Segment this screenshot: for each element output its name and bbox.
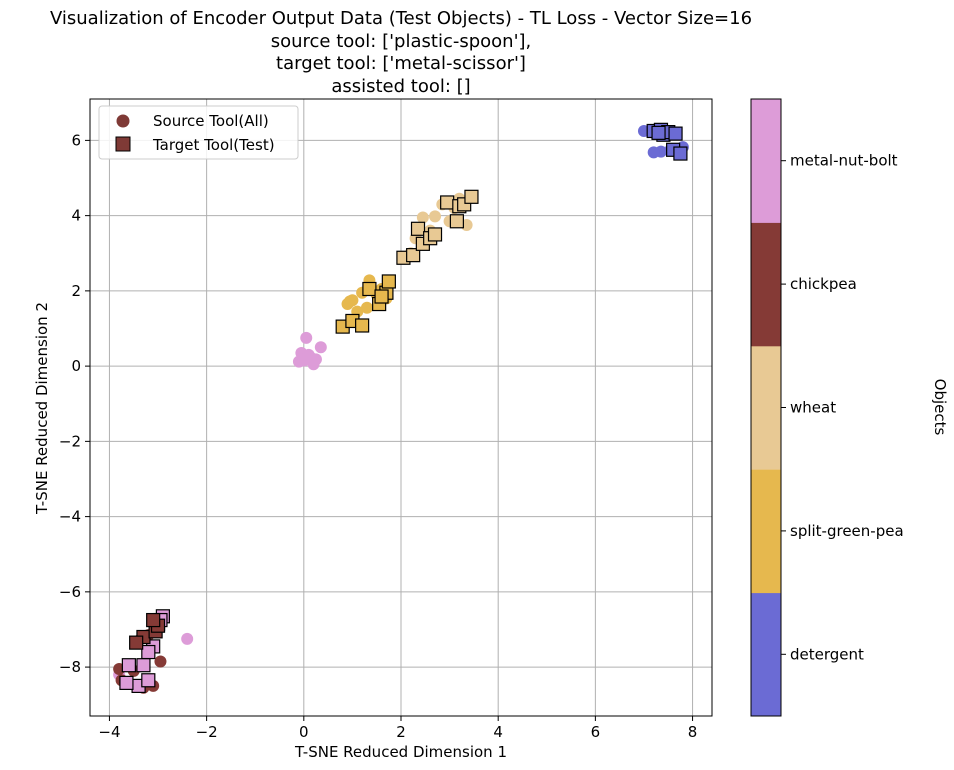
target-point-wheat xyxy=(427,227,443,242)
legend-target-label: Target Tool(Test) xyxy=(152,136,275,154)
source-point-metal-nut-bolt xyxy=(300,352,313,365)
target-point-wheat xyxy=(440,195,455,210)
source-point-wheat xyxy=(429,210,442,223)
target-point-wheat xyxy=(410,221,426,236)
x-tick-label: −4 xyxy=(98,723,120,741)
y-tick-label: 4 xyxy=(71,207,81,225)
x-tick-label: −2 xyxy=(196,723,218,741)
source-point-split-green-pea xyxy=(341,298,354,311)
title-line-1: Visualization of Encoder Output Data (Te… xyxy=(50,8,752,29)
target-point-split-green-pea xyxy=(362,281,377,297)
colorbar-label-split-green-pea: split-green-pea xyxy=(790,522,904,540)
target-point-metal-nut-bolt xyxy=(121,658,136,673)
source-point-chickpea xyxy=(154,655,167,668)
target-point-metal-nut-bolt xyxy=(136,658,151,673)
chart-title: Visualization of Encoder Output Data (Te… xyxy=(50,8,752,97)
colorbar-segment-split-green-pea xyxy=(751,469,781,594)
grid-lines xyxy=(90,99,712,716)
target-point-wheat xyxy=(464,189,479,204)
colorbar-segment-metal-nut-bolt xyxy=(751,99,781,223)
title-line-2: source tool: ['plastic-spoon'], xyxy=(271,31,532,52)
source-point-metal-nut-bolt xyxy=(181,632,194,645)
legend-source-label: Source Tool(All) xyxy=(153,112,269,130)
target-point-metal-nut-bolt xyxy=(119,675,134,690)
source-point-metal-nut-bolt xyxy=(314,341,327,354)
legend: Source Tool(All) Target Tool(Test) xyxy=(98,105,299,160)
legend-box xyxy=(98,105,299,160)
x-tick-label: 2 xyxy=(396,723,406,741)
target-point-split-green-pea xyxy=(381,274,396,289)
colorbar-segment-wheat xyxy=(751,345,781,470)
colorbar: detergent split-green-pea wheat chickpea met… xyxy=(750,98,904,717)
y-axis-label: T-SNE Reduced Dimension 2 xyxy=(33,302,51,515)
y-tick-label: −6 xyxy=(59,583,81,601)
x-axis-label: T-SNE Reduced Dimension 1 xyxy=(294,743,507,761)
target-point-detergent xyxy=(651,125,666,140)
x-tick-label: 4 xyxy=(493,723,503,741)
target-point-metal-nut-bolt xyxy=(141,644,156,660)
colorbar-frame xyxy=(750,98,782,717)
target-point-split-green-pea xyxy=(355,318,370,333)
title-line-4: assisted tool: [] xyxy=(331,76,470,97)
colorbar-label-detergent: detergent xyxy=(790,645,864,663)
axis-ticks: −4 −2 0 2 4 6 8 −8 −6 −4 −2 0 2 4 6 xyxy=(59,131,697,741)
y-tick-label: −2 xyxy=(59,432,81,450)
colorbar-label: Objects xyxy=(931,379,949,436)
y-tick-label: 2 xyxy=(71,282,81,300)
y-tick-label: 0 xyxy=(71,357,81,375)
colorbar-label-wheat: wheat xyxy=(790,399,836,417)
y-tick-label: 6 xyxy=(71,131,81,149)
target-point-detergent xyxy=(673,146,688,161)
legend-source-marker xyxy=(116,114,130,128)
y-tick-label: −4 xyxy=(59,508,81,526)
y-tick-label: −8 xyxy=(59,658,81,676)
source-point-split-green-pea xyxy=(360,301,373,314)
target-point-wheat xyxy=(406,248,421,263)
colorbar-label-metal-nut-bolt: metal-nut-bolt xyxy=(790,152,898,170)
title-line-3: target tool: ['metal-scissor'] xyxy=(276,53,526,74)
target-point-metal-nut-bolt xyxy=(141,673,156,688)
colorbar-segment-chickpea xyxy=(751,222,781,347)
source-point-detergent xyxy=(647,146,660,159)
target-point-chickpea xyxy=(146,612,161,628)
target-point-chickpea xyxy=(129,635,144,650)
legend-target-marker xyxy=(115,136,131,152)
target-point-split-green-pea xyxy=(374,289,389,304)
target-point-detergent xyxy=(668,126,683,141)
x-tick-label: 8 xyxy=(688,723,698,741)
target-point-wheat xyxy=(449,214,464,229)
colorbar-label-chickpea: chickpea xyxy=(790,275,857,293)
colorbar-segment-detergent xyxy=(751,592,781,717)
source-point-metal-nut-bolt xyxy=(300,331,313,344)
x-tick-label: 6 xyxy=(591,723,601,741)
data-points xyxy=(113,122,689,694)
source-point-wheat xyxy=(416,211,429,224)
x-tick-label: 0 xyxy=(299,723,309,741)
